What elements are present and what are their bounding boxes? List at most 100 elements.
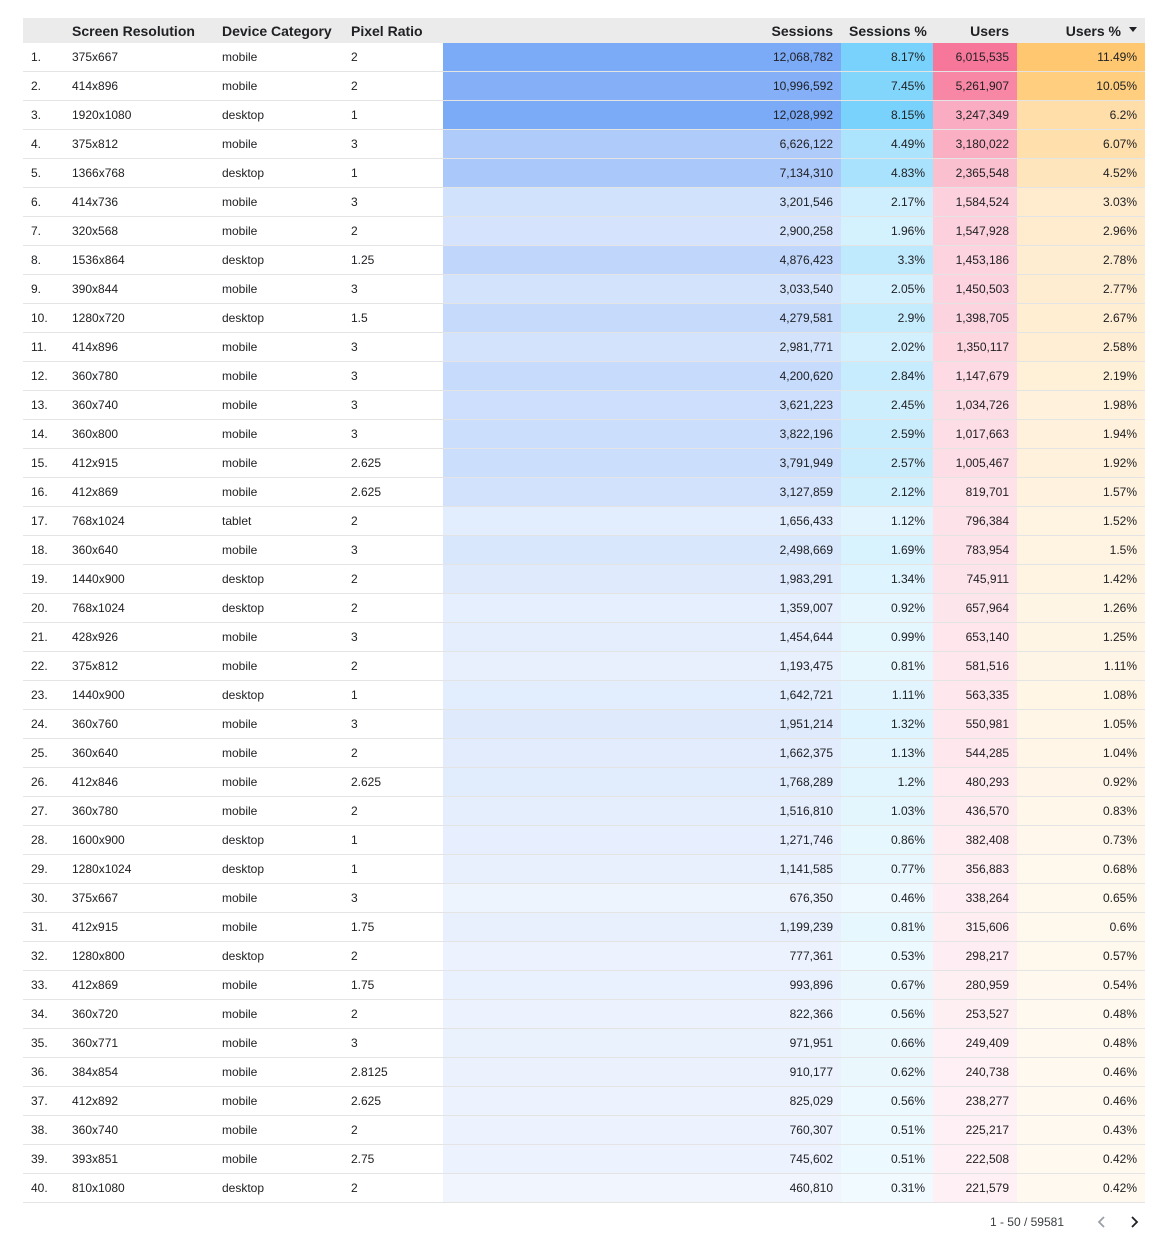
header-screen-resolution[interactable]: Screen Resolution <box>64 18 214 43</box>
cell-users-pct: 1.94% <box>1017 419 1145 449</box>
table-row[interactable]: 31. 412x915 mobile 1.75 1,199,239 0.81% 315,60… <box>23 912 1145 942</box>
table-row[interactable]: 4. 375x812 mobile 3 6,626,122 4.49% 3,180,022 6… <box>23 129 1145 159</box>
cell-index: 31. <box>23 912 64 942</box>
cell-pixel-ratio: 2.625 <box>343 767 443 797</box>
cell-users: 436,570 <box>933 796 1017 826</box>
header-users[interactable]: Users <box>933 18 1017 43</box>
cell-index: 20. <box>23 593 64 623</box>
table-row[interactable]: 34. 360x720 mobile 2 822,366 0.56% 253,527 0.48… <box>23 999 1145 1029</box>
cell-sessions: 971,951 <box>443 1028 841 1058</box>
table-row[interactable]: 20. 768x1024 desktop 2 1,359,007 0.92% 657,964… <box>23 593 1145 623</box>
cell-users: 280,959 <box>933 970 1017 1000</box>
cell-pixel-ratio: 1.75 <box>343 970 443 1000</box>
table-row[interactable]: 28. 1600x900 desktop 1 1,271,746 0.86% 382,408… <box>23 825 1145 855</box>
table-row[interactable]: 14. 360x800 mobile 3 3,822,196 2.59% 1,017,663… <box>23 419 1145 449</box>
cell-users-pct: 1.57% <box>1017 477 1145 507</box>
table-row[interactable]: 30. 375x667 mobile 3 676,350 0.46% 338,264 0.65… <box>23 883 1145 913</box>
table-row[interactable]: 15. 412x915 mobile 2.625 3,791,949 2.57% 1,005… <box>23 448 1145 478</box>
cell-sessions: 2,498,669 <box>443 535 841 565</box>
header-users-pct[interactable]: Users % <box>1017 18 1145 43</box>
table-row[interactable]: 38. 360x740 mobile 2 760,307 0.51% 225,217 0.43… <box>23 1115 1145 1145</box>
cell-index: 32. <box>23 941 64 971</box>
table-row[interactable]: 2. 414x896 mobile 2 10,996,592 7.45% 5,261,907… <box>23 71 1145 101</box>
table-row[interactable]: 12. 360x780 mobile 3 4,200,620 2.84% 1,147,679… <box>23 361 1145 391</box>
data-table-container: Screen Resolution Device Category Pixel … <box>23 18 1145 1206</box>
table-row[interactable]: 7. 320x568 mobile 2 2,900,258 1.96% 1,547,928 2… <box>23 216 1145 246</box>
table-row[interactable]: 39. 393x851 mobile 2.75 745,602 0.51% 222,508 0… <box>23 1144 1145 1174</box>
table-row[interactable]: 37. 412x892 mobile 2.625 825,029 0.56% 238,277… <box>23 1086 1145 1116</box>
table-row[interactable]: 13. 360x740 mobile 3 3,621,223 2.45% 1,034,726… <box>23 390 1145 420</box>
table-row[interactable]: 22. 375x812 mobile 2 1,193,475 0.81% 581,516 1.… <box>23 651 1145 681</box>
cell-sessions: 1,359,007 <box>443 593 841 623</box>
table-row[interactable]: 17. 768x1024 tablet 2 1,656,433 1.12% 796,384 1… <box>23 506 1145 536</box>
chevron-left-icon <box>1097 1216 1105 1228</box>
cell-pixel-ratio: 1 <box>343 158 443 188</box>
table-body: 1. 375x667 mobile 2 12,068,782 8.17% 6,015,535… <box>23 43 1145 1203</box>
data-table: Screen Resolution Device Category Pixel … <box>23 18 1145 1203</box>
table-row[interactable]: 40. 810x1080 desktop 2 460,810 0.31% 221,579 0.… <box>23 1173 1145 1203</box>
cell-sessions-pct: 0.66% <box>841 1028 933 1058</box>
table-row[interactable]: 24. 360x760 mobile 3 1,951,214 1.32% 550,981 1.… <box>23 709 1145 739</box>
header-device-category[interactable]: Device Category <box>214 18 343 43</box>
cell-pixel-ratio: 3 <box>343 129 443 159</box>
table-row[interactable]: 27. 360x780 mobile 2 1,516,810 1.03% 436,570 0.… <box>23 796 1145 826</box>
cell-users-pct: 0.73% <box>1017 825 1145 855</box>
table-row[interactable]: 6. 414x736 mobile 3 3,201,546 2.17% 1,584,524 3… <box>23 187 1145 217</box>
table-row[interactable]: 36. 384x854 mobile 2.8125 910,177 0.62% 240,73… <box>23 1057 1145 1087</box>
table-scroll-area[interactable]: Screen Resolution Device Category Pixel … <box>23 18 1145 1206</box>
cell-users: 1,350,117 <box>933 332 1017 362</box>
cell-sessions: 4,200,620 <box>443 361 841 391</box>
cell-pixel-ratio: 3 <box>343 535 443 565</box>
cell-users-pct: 0.57% <box>1017 941 1145 971</box>
sort-desc-icon[interactable] <box>1129 27 1137 33</box>
cell-device-category: mobile <box>214 1057 343 1087</box>
table-row[interactable]: 21. 428x926 mobile 3 1,454,644 0.99% 653,140 1.… <box>23 622 1145 652</box>
cell-screen-resolution: 1536x864 <box>64 245 214 275</box>
cell-users-pct: 0.46% <box>1017 1057 1145 1087</box>
cell-device-category: mobile <box>214 796 343 826</box>
cell-users-pct: 0.48% <box>1017 999 1145 1029</box>
table-row[interactable]: 9. 390x844 mobile 3 3,033,540 2.05% 1,450,503 2… <box>23 274 1145 304</box>
table-row[interactable]: 1. 375x667 mobile 2 12,068,782 8.17% 6,015,535… <box>23 43 1145 72</box>
header-sessions[interactable]: Sessions <box>443 18 841 43</box>
cell-sessions-pct: 2.9% <box>841 303 933 333</box>
table-row[interactable]: 8. 1536x864 desktop 1.25 4,876,423 3.3% 1,453,… <box>23 245 1145 275</box>
next-page-button[interactable] <box>1122 1210 1146 1234</box>
table-row[interactable]: 23. 1440x900 desktop 1 1,642,721 1.11% 563,335… <box>23 680 1145 710</box>
cell-index: 16. <box>23 477 64 507</box>
cell-index: 17. <box>23 506 64 536</box>
table-row[interactable]: 16. 412x869 mobile 2.625 3,127,859 2.12% 819,7… <box>23 477 1145 507</box>
cell-device-category: mobile <box>214 419 343 449</box>
table-row[interactable]: 10. 1280x720 desktop 1.5 4,279,581 2.9% 1,398,… <box>23 303 1145 333</box>
table-row[interactable]: 29. 1280x1024 desktop 1 1,141,585 0.77% 356,88… <box>23 854 1145 884</box>
cell-device-category: mobile <box>214 622 343 652</box>
cell-users: 581,516 <box>933 651 1017 681</box>
table-row[interactable]: 19. 1440x900 desktop 2 1,983,291 1.34% 745,911… <box>23 564 1145 594</box>
cell-sessions-pct: 1.13% <box>841 738 933 768</box>
header-pixel-ratio[interactable]: Pixel Ratio <box>343 18 443 43</box>
cell-screen-resolution: 414x896 <box>64 71 214 101</box>
table-row[interactable]: 33. 412x869 mobile 1.75 993,896 0.67% 280,959 0… <box>23 970 1145 1000</box>
cell-sessions: 1,656,433 <box>443 506 841 536</box>
cell-sessions-pct: 1.34% <box>841 564 933 594</box>
cell-sessions: 1,642,721 <box>443 680 841 710</box>
cell-sessions-pct: 0.56% <box>841 999 933 1029</box>
cell-users-pct: 1.04% <box>1017 738 1145 768</box>
table-row[interactable]: 35. 360x771 mobile 3 971,951 0.66% 249,409 0.48… <box>23 1028 1145 1058</box>
table-row[interactable]: 3. 1920x1080 desktop 1 12,028,992 8.15% 3,247,… <box>23 100 1145 130</box>
cell-users: 783,954 <box>933 535 1017 565</box>
cell-device-category: mobile <box>214 709 343 739</box>
table-row[interactable]: 32. 1280x800 desktop 2 777,361 0.53% 298,217 0.… <box>23 941 1145 971</box>
cell-sessions: 1,193,475 <box>443 651 841 681</box>
cell-device-category: mobile <box>214 1028 343 1058</box>
header-sessions-pct[interactable]: Sessions % <box>841 18 933 43</box>
table-row[interactable]: 26. 412x846 mobile 2.625 1,768,289 1.2% 480,29… <box>23 767 1145 797</box>
table-row[interactable]: 11. 414x896 mobile 3 2,981,771 2.02% 1,350,117… <box>23 332 1145 362</box>
table-row[interactable]: 25. 360x640 mobile 2 1,662,375 1.13% 544,285 1.… <box>23 738 1145 768</box>
prev-page-button[interactable] <box>1090 1210 1114 1234</box>
cell-device-category: desktop <box>214 303 343 333</box>
table-row[interactable]: 18. 360x640 mobile 3 2,498,669 1.69% 783,954 1.… <box>23 535 1145 565</box>
cell-device-category: desktop <box>214 854 343 884</box>
table-row[interactable]: 5. 1366x768 desktop 1 7,134,310 4.83% 2,365,54… <box>23 158 1145 188</box>
cell-index: 25. <box>23 738 64 768</box>
